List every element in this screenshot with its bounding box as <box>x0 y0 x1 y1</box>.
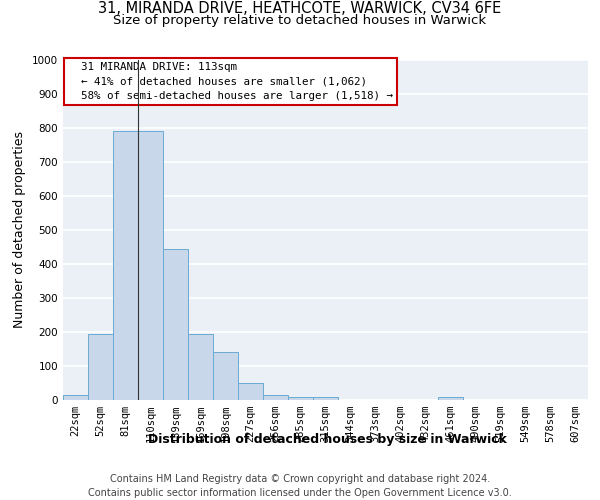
Bar <box>438 396 463 400</box>
Bar <box>213 352 238 400</box>
Bar <box>313 396 338 400</box>
Bar <box>288 396 313 400</box>
Bar <box>88 334 113 400</box>
Bar <box>113 132 138 400</box>
Y-axis label: Number of detached properties: Number of detached properties <box>13 132 26 328</box>
Text: Size of property relative to detached houses in Warwick: Size of property relative to detached ho… <box>113 14 487 27</box>
Bar <box>138 132 163 400</box>
Bar <box>188 334 213 400</box>
Bar <box>238 383 263 400</box>
Text: Distribution of detached houses by size in Warwick: Distribution of detached houses by size … <box>148 432 506 446</box>
Bar <box>263 395 288 400</box>
Text: 31, MIRANDA DRIVE, HEATHCOTE, WARWICK, CV34 6FE: 31, MIRANDA DRIVE, HEATHCOTE, WARWICK, C… <box>98 1 502 16</box>
Bar <box>63 395 88 400</box>
Text: Contains HM Land Registry data © Crown copyright and database right 2024.
Contai: Contains HM Land Registry data © Crown c… <box>88 474 512 498</box>
Text: 31 MIRANDA DRIVE: 113sqm
  ← 41% of detached houses are smaller (1,062)
  58% of: 31 MIRANDA DRIVE: 113sqm ← 41% of detach… <box>68 62 393 102</box>
Bar <box>163 250 188 400</box>
